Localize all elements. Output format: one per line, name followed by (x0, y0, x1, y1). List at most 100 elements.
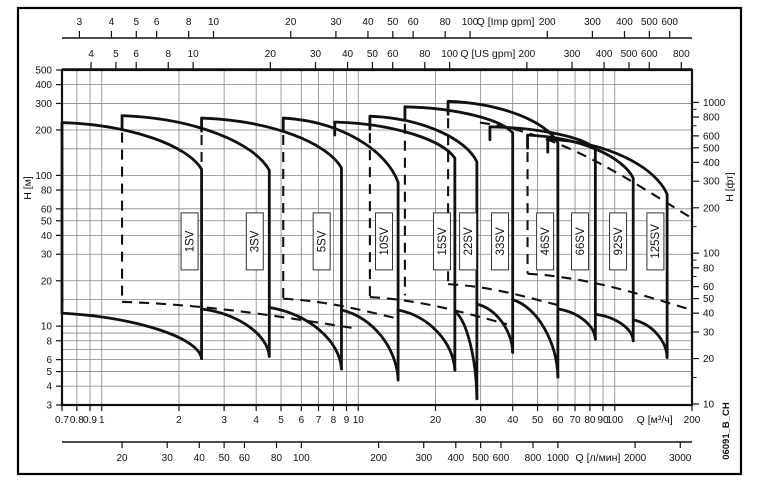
axis-bottom-m3h-tick-label: 4 (253, 415, 259, 426)
axis-bottom-m3h-tick-label: 8 (331, 415, 337, 426)
family-label-66SV: 66SV (571, 212, 590, 271)
family-label-text: 66SV (575, 227, 587, 255)
axis-bottom-m3h-tick-label: 100 (606, 415, 623, 426)
outer-frame (16, 6, 743, 476)
right-axis-tick-label: 300 (703, 177, 720, 188)
right-axis-tick-label: 30 (703, 328, 715, 339)
left-axis-tick-label: 6 (46, 355, 52, 366)
axis-top-us-gpm: 4 5 6 8 10 20 30 40 50 60 80 100 200 300 400 500 600 800 Q… (62, 48, 692, 70)
family-label-text: 33SV (495, 227, 507, 255)
axis-top-us-gpm-tick-label: 6 (133, 49, 139, 60)
right-axis-tick-label: 800 (703, 113, 720, 124)
left-axis-tick-label: 300 (35, 99, 52, 110)
dashed-boundary-curve (283, 297, 399, 320)
axis-bottom-m3h-tick-label: 2 (176, 415, 182, 426)
family-label-text: 3SV (250, 230, 262, 252)
family-label-box (459, 212, 478, 271)
left-axis-tick-label: 40 (41, 231, 53, 242)
envelope-top-15SV (333, 120, 457, 372)
axis-bottom-l-min-tick-label: 600 (493, 453, 510, 464)
axis-bottom-l-min-tick-label: 20 (116, 453, 128, 464)
left-axis-tick-label: 50 (41, 216, 53, 227)
family-label-text: 10SV (379, 227, 391, 255)
envelope-top-125SV (546, 137, 669, 359)
figure-code-label: 06091_B_CH (721, 402, 732, 460)
axis-bottom-m3h-tick-label: 6 (299, 415, 305, 426)
family-label-text: 15SV (437, 227, 449, 255)
dashed-boundary-curve (369, 295, 508, 326)
axis-bottom-m3h-tick-label: 90 (597, 415, 609, 426)
axis-bottom-m3h-tick-label: 60 (552, 415, 564, 426)
left-axis-tick-label: 5 (46, 367, 52, 378)
left-axis-tick-label: 20 (41, 276, 53, 287)
axis-bottom-m3h-tick-label: 50 (532, 415, 544, 426)
axis-top-imp-gpm-tick-label: 3 (77, 17, 83, 28)
axis-top-imp-gpm-tick-label: 4 (109, 17, 115, 28)
envelope-bottom-1SV (60, 311, 203, 360)
axis-top-us-gpm-tick-label: 500 (621, 49, 638, 60)
axis-bottom-m3h-tick-label: 40 (507, 415, 519, 426)
left-axis-tick-label: 30 (41, 250, 53, 261)
axis-top-imp-gpm-tick-label: 500 (641, 17, 658, 28)
left-axis-unit-label: H [м] (22, 176, 34, 200)
axis-top-us-gpm-tick-label: 600 (641, 49, 658, 60)
axis-top-imp-gpm-tick-label: 50 (387, 17, 399, 28)
axis-top-imp-gpm-tick-label: 40 (362, 17, 374, 28)
right-axis-tick-label: 600 (703, 131, 720, 142)
axis-top-us-gpm-tick-label: 10 (188, 49, 200, 60)
family-label-5SV: 5SV (312, 212, 331, 271)
left-axis-tick-label: 60 (41, 204, 53, 215)
axis-bottom-l-min: 20 30 40 50 60 80 100 200 300 400 500 600 800 1000 200… (62, 441, 692, 464)
envelope-bottom-10SV (340, 308, 400, 382)
axis-top-imp-gpm-tick-label: 30 (330, 17, 342, 28)
axis-top-us-gpm-tick-label: 4 (88, 49, 94, 60)
left-axis-tick-label: 100 (35, 171, 52, 182)
family-label-22SV: 22SV (459, 212, 478, 271)
axis-bottom-m3h-tick-label: 20 (430, 415, 442, 426)
dashed-boundary-curve (448, 283, 559, 307)
axis-top-imp-gpm-tick-label: 60 (408, 17, 420, 28)
axis-top-imp-gpm-tick-label: 10 (208, 17, 220, 28)
family-label-box (245, 212, 264, 271)
family-label-box (536, 212, 555, 271)
axis-top-imp-gpm-tick-label: 8 (186, 17, 192, 28)
envelope-bottom-125SV (631, 318, 669, 359)
family-label-text: 1SV (184, 230, 196, 252)
axis-bottom-m3h-tick-label: 0.7 (55, 415, 69, 426)
family-label-15SV: 15SV (432, 212, 451, 271)
axis-top-imp-gpm: 3 4 5 6 8 10 20 30 40 50 60 80 100 200 300 400 500 600 Q [… (62, 16, 692, 39)
family-label-46SV: 46SV (536, 212, 555, 271)
right-axis-tick-label: 200 (703, 203, 720, 214)
envelope-bottom-3SV (200, 307, 271, 358)
family-label-box (180, 212, 199, 271)
axis-bottom-l-min-tick-label: 400 (447, 453, 464, 464)
axis-bottom-m3h-unit-label: Q [м³/ч] (637, 414, 673, 426)
axis-bottom-l-min-tick-label: 40 (194, 453, 206, 464)
axis-top-imp-gpm-tick-label: 600 (661, 17, 678, 28)
axis-top-us-gpm-tick-label: 30 (310, 49, 322, 60)
axis-bottom-m3h-tick-label: 1 (99, 415, 105, 426)
axis-top-us-gpm-tick-label: 300 (564, 49, 581, 60)
family-label-box (312, 212, 331, 271)
envelope-bottom-15SV (396, 308, 457, 372)
axis-bottom-m3h-tick-label: 3 (221, 415, 227, 426)
axis-top-us-gpm-tick-label: 800 (673, 49, 690, 60)
family-label-text: 22SV (463, 227, 475, 255)
left-axis-tick-label: 80 (41, 185, 53, 196)
envelope-top-92SV (526, 133, 635, 343)
family-label-10SV: 10SV (375, 212, 394, 271)
axis-bottom-m3h-tick-label: 7 (316, 415, 322, 426)
left-axis-tick-label: 500 (35, 66, 52, 77)
family-label-box (432, 212, 451, 271)
right-axis-tick-label: 80 (703, 263, 715, 274)
right-axis-tick-label: 20 (703, 354, 715, 365)
axis-bottom-l-min-unit-label: Q [л/мин] (576, 452, 621, 464)
envelope-bottom-92SV (593, 312, 635, 343)
left-axis-tick-label: 10 (41, 322, 53, 333)
axis-top-us-gpm-tick-label: 80 (419, 49, 431, 60)
